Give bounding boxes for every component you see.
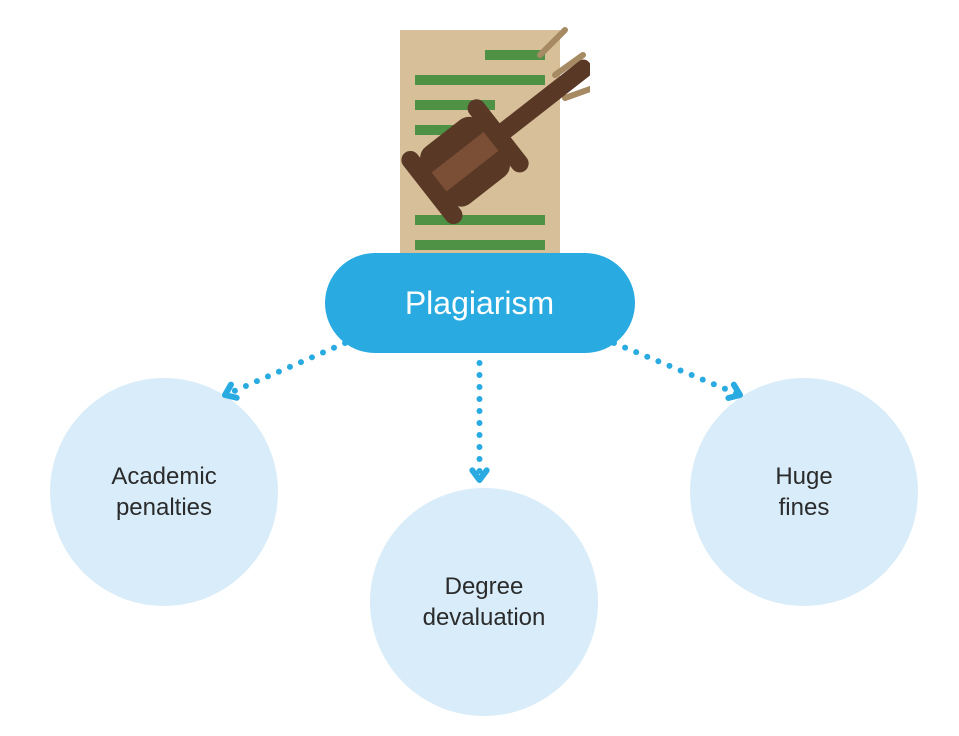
central-node: Plagiarism	[325, 253, 635, 353]
node-label: Hugefines	[775, 461, 832, 523]
node-label: Academicpenalties	[111, 461, 216, 523]
central-node-label: Plagiarism	[405, 285, 554, 322]
diagram-container: { "diagram": { "type": "flowchart", "bac…	[0, 0, 959, 736]
node-huge-fines: Hugefines	[690, 378, 918, 606]
node-degree-devaluation: Degreedevaluation	[370, 488, 598, 716]
node-label: Degreedevaluation	[423, 571, 546, 633]
node-academic-penalties: Academicpenalties	[50, 378, 278, 606]
gavel-document-icon	[370, 20, 590, 280]
